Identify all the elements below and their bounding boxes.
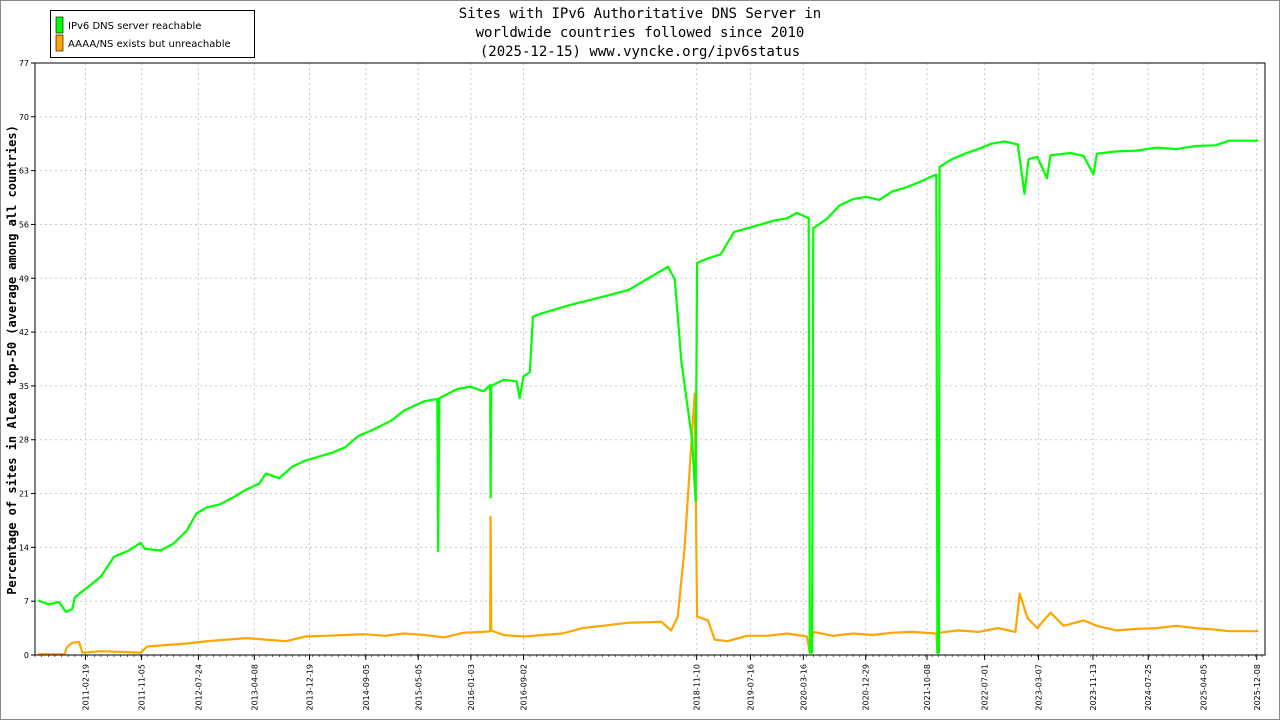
- y-tick-label: 63: [19, 167, 29, 176]
- y-tick-label: 42: [19, 328, 29, 337]
- x-tick-label: 2013-04-08: [250, 664, 259, 711]
- axes: 0 7 14 21 28 35 42 49 56 63 70 77 2011-02-19 2011-11-…: [19, 59, 1263, 711]
- y-tick-label: 0: [24, 651, 29, 660]
- legend-swatch-reachable: [55, 16, 64, 34]
- y-tick-label: 70: [19, 113, 29, 122]
- x-tick-label: 2014-09-05: [362, 664, 371, 711]
- y-tick-label: 7: [24, 597, 29, 606]
- x-tick-label: 2011-02-19: [81, 664, 90, 711]
- x-tick-label: 2022-07-01: [981, 664, 990, 711]
- series-layer: [37, 139, 1259, 656]
- y-tick-label: 35: [19, 382, 29, 391]
- x-tick-label: 2021-10-08: [923, 664, 932, 711]
- legend-label-reachable: IPv6 DNS server reachable: [68, 21, 201, 32]
- y-tick-label: 49: [19, 274, 29, 283]
- grid: [35, 63, 1265, 655]
- title-line-1: Sites with IPv6 Authoritative DNS Server…: [459, 6, 821, 22]
- y-tick-label: 77: [19, 59, 29, 68]
- x-tick-label: 2020-12-29: [862, 664, 871, 711]
- title-line-2: worldwide countries followed since 2010: [476, 25, 805, 41]
- x-tick-label: 2024-07-25: [1144, 664, 1153, 711]
- title-line-3: (2025-12-15) www.vyncke.org/ipv6status: [480, 44, 800, 60]
- chart-title: Sites with IPv6 Authoritative DNS Server…: [459, 6, 821, 60]
- legend-swatch-unreachable: [55, 34, 64, 52]
- x-tick-label: 2011-11-05: [138, 664, 147, 711]
- y-tick-label: 56: [19, 220, 29, 229]
- x-tick-label: 2025-12-08: [1253, 664, 1262, 711]
- y-tick-label: 28: [19, 436, 29, 445]
- x-tick-label: 2023-03-07: [1035, 664, 1044, 711]
- x-tick-label: 2013-12-19: [306, 664, 315, 711]
- x-tick-label: 2023-11-13: [1089, 664, 1098, 711]
- legend-label-unreachable: AAAA/NS exists but unreachable: [68, 39, 231, 50]
- y-axis-label: Percentage of sites in Alexa top-50 (ave…: [5, 125, 19, 595]
- y-tick-label: 14: [19, 543, 29, 552]
- y-tick-label: 21: [19, 490, 29, 499]
- legend: IPv6 DNS server reachable AAAA/NS exists…: [50, 10, 255, 58]
- x-tick-label: 2015-05-05: [414, 664, 423, 711]
- x-tick-label: 2016-01-03: [467, 664, 476, 711]
- x-tick-label: 2016-09-02: [520, 664, 529, 711]
- series-line-reachable: [37, 139, 1259, 654]
- x-tick-label: 2019-07-16: [746, 664, 755, 711]
- plot-frame: [34, 62, 1266, 656]
- x-tick-label: 2012-07-24: [194, 664, 203, 711]
- x-tick-label: 2018-11-10: [693, 664, 702, 711]
- series-line-unreachable: [38, 392, 1259, 656]
- x-tick-label: 2020-03-16: [799, 664, 808, 711]
- legend-box: [50, 10, 255, 58]
- x-tick-label: 2025-04-05: [1199, 664, 1208, 711]
